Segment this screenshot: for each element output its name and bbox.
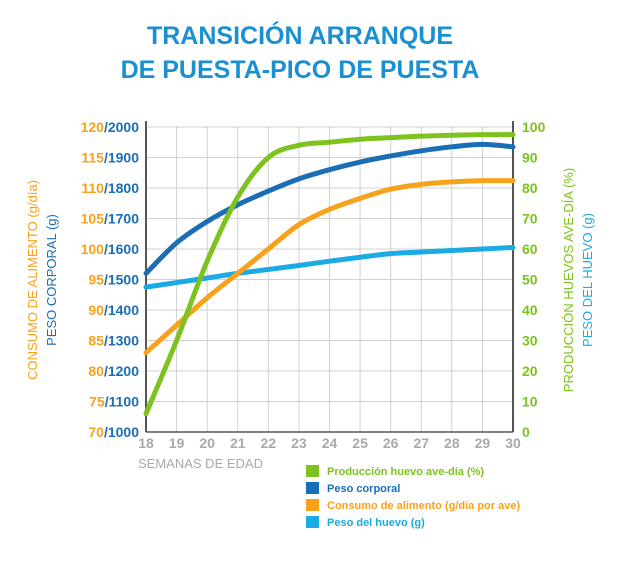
- left-tick-label: 95/1500: [88, 272, 139, 288]
- left-tick-label: 90/1400: [88, 302, 139, 318]
- legend-item-egg-production-swatch: [306, 465, 319, 477]
- x-tick-label: 27: [413, 435, 429, 451]
- chart-title-line-2: DE PUESTA-PICO DE PUESTA: [121, 56, 480, 84]
- x-tick-label: 23: [291, 435, 307, 451]
- right-tick-label: 100: [522, 119, 546, 135]
- left-tick-label: 110/1800: [81, 180, 139, 196]
- x-tick-label: 28: [444, 435, 460, 451]
- legend-item-egg-weight-label: Peso del huevo (g): [327, 517, 425, 529]
- left-tick-label: 105/1700: [81, 211, 140, 227]
- x-axis-title: SEMANAS DE EDAD: [138, 456, 263, 471]
- left-tick-label: 115/1900: [81, 150, 139, 166]
- right-tick-label: 50: [522, 272, 538, 288]
- left-tick-label: 85/1300: [88, 333, 139, 349]
- right-axis-title-production: PRODUCCIÓN HUEVOS AVE-DÍA (%): [561, 168, 576, 392]
- right-tick-label: 40: [522, 302, 538, 318]
- legend-item-feed-consumption-label: Consumo de alimento (g/día por ave): [327, 500, 520, 512]
- legend-item-body-weight-label: Peso corporal: [327, 483, 400, 495]
- series-line-feed-consumption: [143, 178, 516, 356]
- series-line-body-weight: [143, 141, 516, 276]
- x-tick-label: 20: [199, 435, 215, 451]
- legend: Producción huevo ave-día (%) Peso corpora…: [306, 465, 520, 529]
- x-tick-label: 22: [261, 435, 277, 451]
- left-tick-label: 75/1100: [89, 394, 139, 410]
- legend-item-feed-consumption-swatch: [306, 499, 319, 511]
- left-tick-label: 80/1200: [88, 363, 139, 379]
- right-axis-title-egg-weight: PESO DEL HUEVO (g): [580, 213, 595, 347]
- right-tick-label: 10: [522, 394, 538, 410]
- legend-item-egg-weight-swatch: [306, 516, 319, 528]
- x-tick-label: 19: [169, 435, 185, 451]
- right-tick-label: 90: [522, 150, 538, 166]
- x-tick-label: 25: [352, 435, 368, 451]
- x-tick-label: 24: [322, 435, 338, 451]
- left-tick-label: 120/2000: [81, 119, 140, 135]
- series-line-egg-weight: [143, 244, 516, 290]
- legend-item-egg-production-label: Producción huevo ave-día (%): [327, 466, 484, 478]
- right-tick-label: 30: [522, 333, 538, 349]
- left-axis-title-feed: CONSUMO DE ALIMENTO (g/día): [25, 180, 40, 380]
- plot-area: 70/1000 75/1100 80/1200 85/1300 90/1400 95/15…: [25, 119, 595, 471]
- x-tick-label: 18: [138, 435, 154, 451]
- right-tick-label: 0: [522, 424, 530, 440]
- x-tick-label: 26: [383, 435, 399, 451]
- right-tick-label: 80: [522, 180, 538, 196]
- x-tick-label: 29: [475, 435, 491, 451]
- left-axis-title-body-weight: PESO CORPORAL (g): [44, 214, 59, 346]
- right-tick-label: 60: [522, 241, 538, 257]
- right-tick-label: 70: [522, 211, 538, 227]
- chart-title-line-1: TRANSICIÓN ARRANQUE: [147, 20, 453, 50]
- left-tick-label: 100/1600: [81, 241, 140, 257]
- right-tick-label: 20: [522, 363, 538, 379]
- legend-item-body-weight-swatch: [306, 482, 319, 494]
- left-tick-label: 70/1000: [88, 424, 139, 440]
- series-line-egg-production: [143, 132, 516, 417]
- x-tick-label: 21: [230, 435, 246, 451]
- x-tick-label: 30: [505, 435, 521, 451]
